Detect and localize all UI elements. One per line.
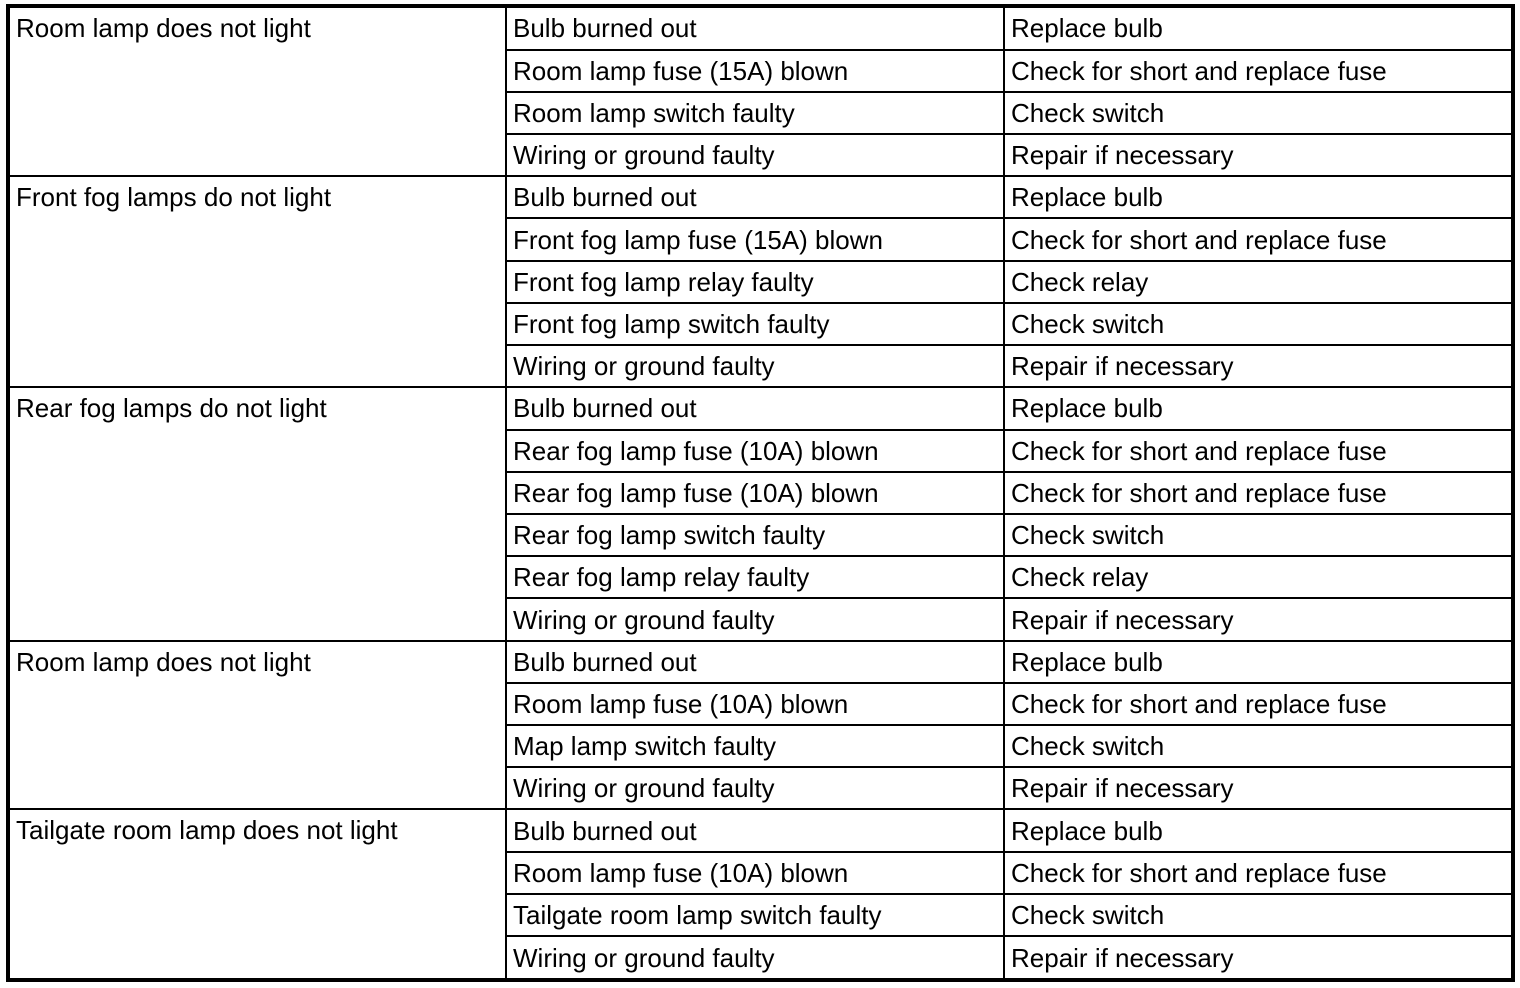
cause-cell: Wiring or ground faulty [505, 344, 1005, 389]
remedy-cell: Check switch [1003, 892, 1514, 938]
cause-cell: Wiring or ground faulty [505, 935, 1005, 981]
cause-cell: Front fog lamp switch faulty [505, 301, 1005, 347]
remedy-cell: Check for short and replace fuse [1003, 217, 1514, 262]
table-row: Wiring or ground faulty Repair if necessa… [8, 132, 1514, 178]
remedy-cell: Check relay [1003, 259, 1514, 304]
cause-cell: Front fog lamp fuse (15A) blown [505, 217, 1005, 262]
table-row: Wiring or ground faulty Repair if necessa… [8, 766, 1514, 811]
cause-cell: Front fog lamp relay faulty [505, 259, 1005, 304]
table-row: Room lamp does not light Bulb burned out R… [7, 4, 1514, 178]
remedy-cell: Replace bulb [1003, 5, 1514, 51]
symptom-cell: Room lamp does not light [7, 639, 507, 811]
table-row: Room lamp switch faulty Check switch [8, 90, 1514, 135]
remedy-cell: Repair if necessary [1003, 344, 1514, 389]
remedy-cell: Check for short and replace fuse [1003, 470, 1514, 515]
cause-cell: Tailgate room lamp switch faulty [505, 892, 1005, 938]
symptom-cell: Tailgate room lamp does not light [7, 808, 507, 981]
remedy-cell: Repair if necessary [1003, 597, 1514, 642]
remedy-cell: Repair if necessary [1003, 935, 1514, 981]
symptom-cell: Rear fog lamps do not light [7, 386, 507, 642]
troubleshooting-table: Room lamp does not light Bulb burned out R… [6, 4, 1515, 982]
table-row: Room lamp fuse (15A) blown Check for shor… [8, 48, 1514, 93]
cause-cell: Rear fog lamp relay faulty [505, 555, 1005, 600]
table-row: Front fog lamp relay faulty Check relay [8, 259, 1514, 304]
cause-cell: Bulb burned out [505, 639, 1005, 684]
remedy-cell: Check for short and replace fuse [1003, 48, 1514, 93]
cause-cell: Rear fog lamp fuse (10A) blown [505, 428, 1005, 473]
table-row: Map lamp switch faulty Check switch [8, 724, 1514, 769]
remedy-cell: Check switch [1003, 90, 1514, 135]
table-row: Room lamp fuse (10A) blown Check for shor… [8, 850, 1514, 895]
cause-cell: Rear fog lamp switch faulty [505, 512, 1005, 558]
cause-cell: Rear fog lamp fuse (10A) blown [505, 470, 1005, 515]
cause-cell: Wiring or ground faulty [505, 766, 1005, 811]
remedy-cell: Check switch [1003, 724, 1514, 769]
remedy-cell: Check relay [1003, 555, 1514, 600]
table-row: Rear fog lamp relay faulty Check relay [8, 555, 1514, 600]
table-row: Front fog lamps do not light Bulb burned … [7, 175, 1514, 389]
table-row: Rear fog lamp fuse (10A) blown Check for … [8, 428, 1514, 473]
remedy-cell: Repair if necessary [1003, 132, 1514, 178]
remedy-cell: Replace bulb [1003, 639, 1514, 684]
cause-cell: Wiring or ground faulty [505, 132, 1005, 178]
cause-cell: Bulb burned out [505, 808, 1005, 853]
table-row: Rear fog lamps do not light Bulb burned o… [7, 386, 1514, 642]
cause-cell: Bulb burned out [505, 5, 1005, 51]
table-row: Tailgate room lamp switch faulty Check sw… [8, 892, 1514, 938]
cause-cell: Bulb burned out [505, 175, 1005, 220]
remedy-cell: Check switch [1003, 512, 1514, 558]
cause-cell: Room lamp fuse (15A) blown [505, 48, 1005, 93]
troubleshooting-table-body: Room lamp does not light Bulb burned out R… [7, 4, 1514, 981]
cause-cell: Room lamp fuse (10A) blown [505, 850, 1005, 895]
table-row: Front fog lamp fuse (15A) blown Check for… [8, 217, 1514, 262]
table-row: Rear fog lamp fuse (10A) blown Check for … [8, 470, 1514, 515]
table-row: Tailgate room lamp does not light Bulb bu… [7, 808, 1514, 981]
table-row: Front fog lamp switch faulty Check switch [8, 301, 1514, 347]
table-row: Wiring or ground faulty Repair if necessa… [8, 344, 1514, 389]
remedy-cell: Replace bulb [1003, 386, 1514, 431]
remedy-cell: Replace bulb [1003, 808, 1514, 853]
symptom-cell: Front fog lamps do not light [7, 175, 507, 389]
table-row: Wiring or ground faulty Repair if necessa… [8, 597, 1514, 642]
remedy-cell: Check for short and replace fuse [1003, 850, 1514, 895]
symptom-cell: Room lamp does not light [7, 4, 507, 178]
cause-cell: Wiring or ground faulty [505, 597, 1005, 642]
table-row: Wiring or ground faulty Repair if necessa… [8, 935, 1514, 981]
table-row: Rear fog lamp switch faulty Check switch [8, 512, 1514, 558]
remedy-cell: Check for short and replace fuse [1003, 428, 1514, 473]
cause-cell: Bulb burned out [505, 386, 1005, 431]
cause-cell: Room lamp fuse (10A) blown [505, 681, 1005, 727]
remedy-cell: Check switch [1003, 301, 1514, 347]
cause-cell: Map lamp switch faulty [505, 724, 1005, 769]
cause-cell: Room lamp switch faulty [505, 90, 1005, 135]
remedy-cell: Check for short and replace fuse [1003, 681, 1514, 727]
remedy-cell: Replace bulb [1003, 175, 1514, 220]
table-row: Room lamp fuse (10A) blown Check for shor… [8, 681, 1514, 727]
table-row: Room lamp does not light Bulb burned out R… [7, 639, 1514, 811]
remedy-cell: Repair if necessary [1003, 766, 1514, 811]
